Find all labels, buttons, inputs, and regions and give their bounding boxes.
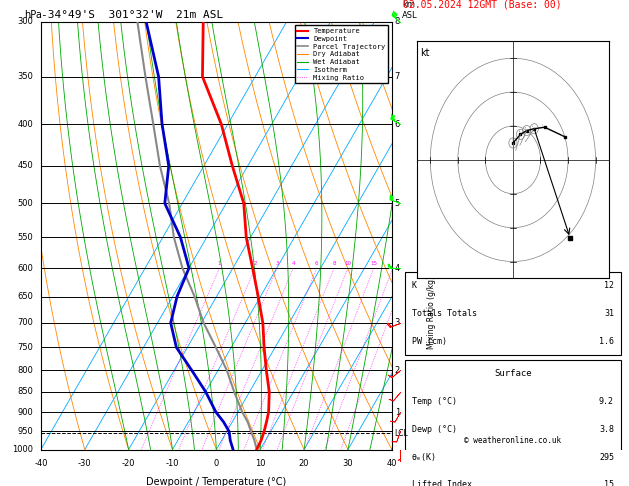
Text: 8: 8 (394, 17, 400, 26)
Text: 12: 12 (604, 281, 614, 291)
Text: hPa: hPa (24, 10, 42, 20)
Text: Surface: Surface (494, 369, 532, 378)
Text: 350: 350 (17, 72, 33, 81)
Text: 500: 500 (18, 199, 33, 208)
Text: 6: 6 (394, 120, 400, 129)
Text: 31: 31 (604, 309, 614, 318)
Text: 295: 295 (599, 452, 614, 462)
Text: Totals Totals: Totals Totals (412, 309, 477, 318)
Text: 550: 550 (18, 233, 33, 242)
Text: PW (cm): PW (cm) (412, 337, 447, 346)
Text: Dewpoint / Temperature (°C): Dewpoint / Temperature (°C) (147, 477, 286, 486)
Text: 700: 700 (17, 318, 33, 328)
Text: 400: 400 (18, 120, 33, 129)
Text: 1: 1 (394, 408, 400, 417)
Text: 5: 5 (394, 199, 400, 208)
Text: -40: -40 (34, 459, 48, 468)
Text: Mixing Ratio (g/kg): Mixing Ratio (g/kg) (427, 276, 436, 349)
Text: -30: -30 (78, 459, 92, 468)
Text: 3: 3 (276, 261, 279, 266)
Text: LCL: LCL (394, 429, 408, 438)
Text: 6: 6 (315, 261, 318, 266)
Text: θₑ(K): θₑ(K) (412, 452, 437, 462)
Text: K: K (412, 281, 417, 291)
Text: 40: 40 (387, 459, 397, 468)
Text: 10: 10 (345, 261, 352, 266)
Text: 3.8: 3.8 (599, 425, 614, 434)
Text: 15: 15 (370, 261, 377, 266)
Text: -10: -10 (166, 459, 179, 468)
Text: 2: 2 (253, 261, 257, 266)
Text: km
ASL: km ASL (403, 0, 418, 20)
Text: 1000: 1000 (12, 445, 33, 454)
Text: 800: 800 (17, 366, 33, 375)
Text: 850: 850 (17, 387, 33, 396)
Text: Lifted Index: Lifted Index (412, 480, 472, 486)
Bar (405, 360, 621, 486)
Text: 750: 750 (17, 343, 33, 352)
Text: -34°49'S  301°32'W  21m ASL: -34°49'S 301°32'W 21m ASL (41, 10, 223, 20)
Text: 2: 2 (394, 366, 400, 375)
Text: Dewp (°C): Dewp (°C) (412, 425, 457, 434)
Text: 300: 300 (17, 17, 33, 26)
Bar (405, 272, 621, 355)
Text: © weatheronline.co.uk: © weatheronline.co.uk (464, 436, 562, 445)
Text: 10: 10 (255, 459, 265, 468)
Text: 7: 7 (394, 72, 400, 81)
Text: 0: 0 (214, 459, 219, 468)
Text: 20: 20 (299, 459, 309, 468)
Text: 950: 950 (18, 427, 33, 436)
Text: 600: 600 (17, 263, 33, 273)
Text: 3: 3 (394, 318, 400, 328)
Legend: Temperature, Dewpoint, Parcel Trajectory, Dry Adiabat, Wet Adiabat, Isotherm, Mi: Temperature, Dewpoint, Parcel Trajectory… (294, 25, 388, 83)
Text: 450: 450 (18, 161, 33, 171)
Text: 8: 8 (332, 261, 336, 266)
Text: 4: 4 (394, 263, 400, 273)
Text: 02.05.2024 12GMT (Base: 00): 02.05.2024 12GMT (Base: 00) (403, 0, 561, 9)
Text: Temp (°C): Temp (°C) (412, 397, 457, 406)
Text: -20: -20 (122, 459, 135, 468)
Text: 900: 900 (18, 408, 33, 417)
Text: 15: 15 (604, 480, 614, 486)
Text: 1.6: 1.6 (599, 337, 614, 346)
Text: 1: 1 (218, 261, 221, 266)
Text: kt: kt (420, 49, 430, 58)
Text: 30: 30 (343, 459, 353, 468)
Text: 650: 650 (17, 292, 33, 301)
Text: 4: 4 (291, 261, 295, 266)
Text: 9.2: 9.2 (599, 397, 614, 406)
